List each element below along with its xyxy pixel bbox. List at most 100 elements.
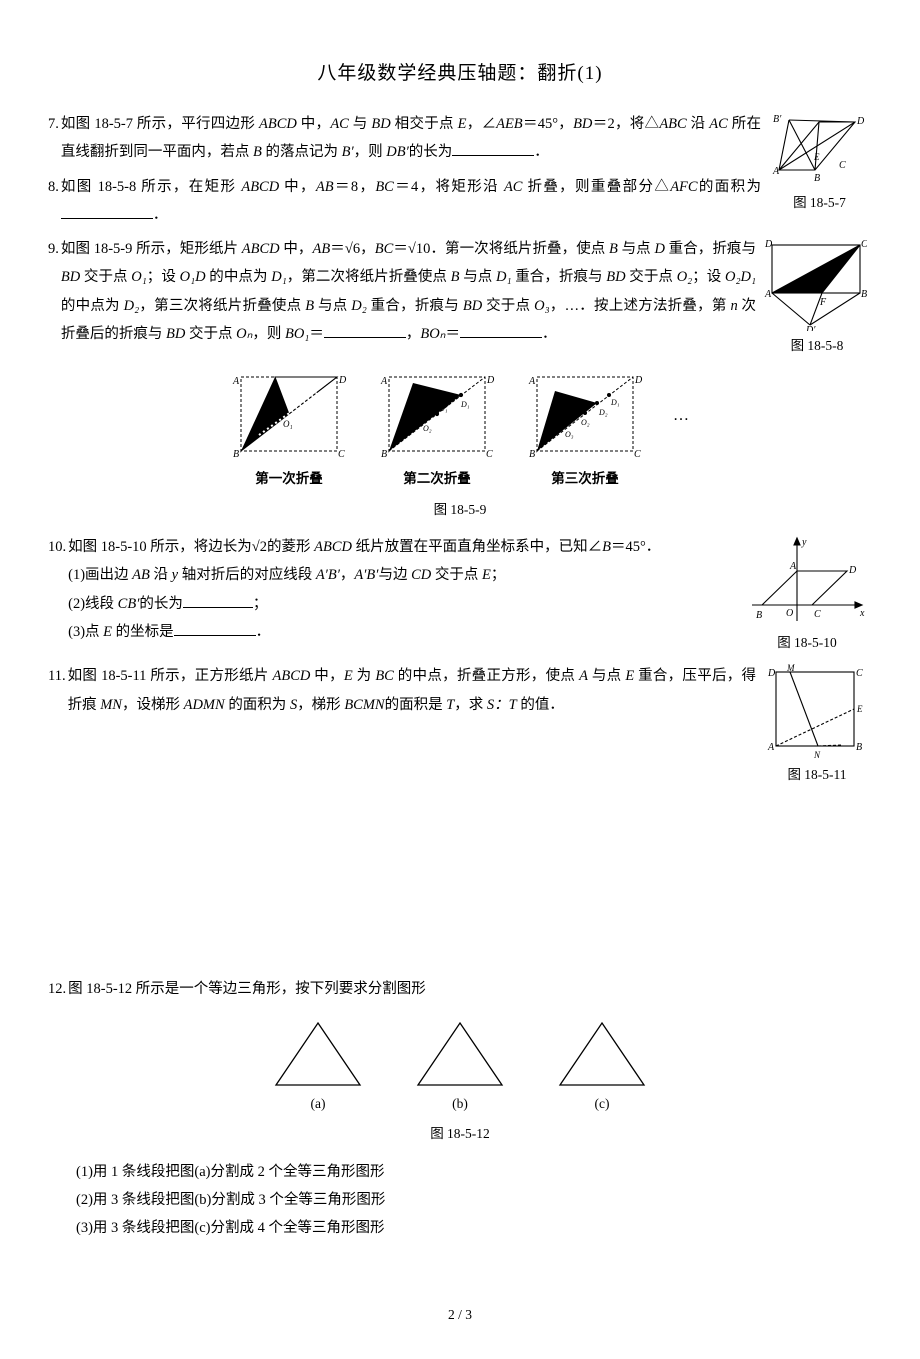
ellipsis: …	[673, 400, 691, 463]
math: BOₙ	[420, 326, 445, 342]
text: ＝45°．	[611, 539, 660, 555]
svg-text:y: y	[801, 537, 807, 548]
svg-text:D: D	[767, 668, 776, 679]
question-body: 如图 18-5-9 所示，矩形纸片 ABCD 中，AB＝√6，BC＝√10．第一…	[61, 235, 756, 348]
math: AFC	[670, 179, 697, 195]
text: 与点	[314, 298, 351, 314]
svg-text:B′: B′	[529, 449, 538, 460]
math: D	[654, 241, 664, 257]
svg-text:O₁: O₁	[439, 404, 448, 413]
text: 的中点，折叠正方形，使点	[394, 668, 579, 684]
triangle-c: (c)	[554, 1017, 650, 1117]
text: ．	[534, 144, 549, 160]
math: B	[451, 269, 460, 285]
svg-text:E: E	[856, 704, 863, 714]
svg-text:O₃: O₃	[565, 430, 574, 439]
math: O₂	[677, 269, 693, 285]
text: ，	[406, 326, 421, 342]
text: ．	[256, 624, 271, 640]
math: ABCD	[314, 539, 352, 555]
figure-fold-3: A B′ C D O₃ O₂ D₂ D₁ 第三次折叠	[525, 371, 645, 492]
svg-text:x: x	[859, 608, 865, 619]
sub-caption: (c)	[554, 1091, 650, 1117]
text: ，第三次将纸片折叠使点	[139, 298, 305, 314]
math: DB′	[386, 144, 409, 160]
svg-text:N: N	[813, 750, 821, 760]
math: n	[730, 298, 737, 314]
question-body: 如图 18-5-7 所示，平行四边形 ABCD 中，AC 与 BD 相交于点 E…	[61, 110, 761, 167]
text: 的面积为	[225, 697, 290, 713]
text: 的长为	[139, 596, 183, 612]
text: ＝2，将△	[592, 116, 659, 132]
text: ，…．按上述方法折叠，第	[550, 298, 731, 314]
text: 的落点记为	[262, 144, 342, 160]
text: 与	[349, 116, 372, 132]
svg-text:C: C	[814, 609, 821, 620]
svg-text:A: A	[380, 376, 388, 387]
text: ＝√6，	[330, 241, 375, 257]
question-11: A B C D M N E 图 18-5-11 11. 如图 18-5-11 所…	[48, 662, 872, 719]
text: 的长为	[409, 144, 453, 160]
question-number: 11.	[48, 662, 66, 690]
question-number: 9.	[48, 235, 59, 263]
math: BC	[375, 241, 394, 257]
math: AEB	[496, 116, 523, 132]
text: 与点	[618, 241, 655, 257]
svg-text:A: A	[232, 376, 240, 387]
svg-text:B′: B′	[381, 449, 390, 460]
text: 折叠，则重叠部分△	[522, 179, 670, 195]
svg-text:A: A	[767, 742, 775, 753]
page-title: 八年级数学经典压轴题：翻折(1)	[48, 55, 872, 92]
math: O₃	[534, 298, 550, 314]
math: BO₁	[285, 326, 309, 342]
svg-text:A: A	[528, 376, 536, 387]
blank	[460, 323, 542, 338]
math: Oₙ	[236, 326, 252, 342]
figure-caption: 图 18-5-11	[762, 762, 872, 788]
text: ，梯形	[297, 697, 344, 713]
math: B	[609, 241, 618, 257]
sub-caption: (b)	[412, 1091, 508, 1117]
math: ABCD	[241, 179, 279, 195]
sub-caption: (a)	[270, 1091, 366, 1117]
figure-caption: 图 18-5-10	[742, 630, 872, 656]
math: A′B′	[354, 567, 378, 583]
math: BCMN	[344, 697, 384, 713]
figure-18-5-12-row: (a) (b) (c)	[48, 1017, 872, 1117]
text: 如图 18-5-7 所示，平行四边形	[61, 116, 259, 132]
text: 交于点	[626, 269, 677, 285]
text: 的值．	[517, 697, 564, 713]
question-body: 如图 18-5-10 所示，将边长为√2的菱形 ABCD 纸片放置在平面直角坐标…	[68, 533, 736, 646]
figure-fold-2: A B′ C D O₂ O₁ D₁ 第二次折叠	[377, 371, 497, 492]
math: BD	[61, 269, 80, 285]
math: CB′	[118, 596, 140, 612]
sub-caption: 第二次折叠	[377, 466, 497, 492]
text: 的面积是	[385, 697, 447, 713]
svg-text:B: B	[856, 742, 862, 753]
text: 重合，折痕与	[512, 269, 607, 285]
text: 如图 18-5-8 所示，在矩形	[61, 179, 241, 195]
text: 沿	[150, 567, 172, 583]
math: B	[602, 539, 611, 555]
text: ＝√10．第一次将纸片折叠，使点	[393, 241, 609, 257]
text: 的中点为	[206, 269, 272, 285]
math: D₁	[496, 269, 512, 285]
question-12-parts: (1)用 1 条线段把图(a)分割成 2 个全等三角形图形 (2)用 3 条线段…	[48, 1158, 872, 1243]
question-8: 8. 如图 18-5-8 所示，在矩形 ABCD 中，AB＝8，BC＝4，将矩形…	[48, 173, 872, 230]
text: ．	[153, 207, 168, 223]
svg-text:C: C	[634, 449, 641, 460]
math: AB	[313, 241, 331, 257]
sub-caption: 第一次折叠	[229, 466, 349, 492]
text: ；设	[692, 269, 725, 285]
question-9: 9. 如图 18-5-9 所示，矩形纸片 ABCD 中，AB＝√6，BC＝√10…	[48, 235, 872, 348]
text: 中，	[297, 116, 330, 132]
text: 与点	[588, 668, 625, 684]
svg-text:O₁: O₁	[283, 419, 293, 429]
math: BD	[606, 269, 625, 285]
svg-text:D: D	[486, 375, 495, 386]
math: AC	[330, 116, 349, 132]
text: 与点	[460, 269, 497, 285]
text: ＝	[309, 326, 324, 342]
math: O₁	[131, 269, 147, 285]
question-number: 8.	[48, 173, 59, 201]
